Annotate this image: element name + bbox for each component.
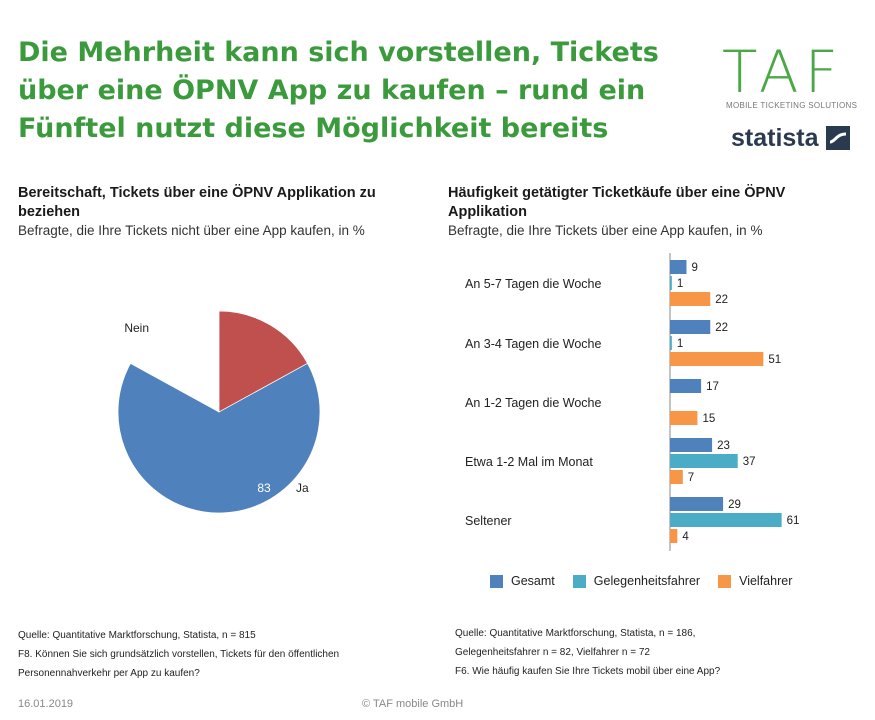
bar-data-label-gesamt: 23 <box>717 440 730 452</box>
bar-data-label-gesamt: 22 <box>715 322 728 334</box>
legend-swatch-vielfahrer <box>718 574 732 588</box>
pie-value-label-ja: 83 <box>257 481 271 495</box>
page-headline: Die Mehrheit kann sich vorstellen, Ticke… <box>18 34 698 148</box>
footer-date: 16.01.2019 <box>18 698 74 710</box>
legend-swatch-gelegenheitsfahrer <box>572 574 586 588</box>
bar-category-label: Seltener <box>465 514 512 528</box>
bar-vielfahrer <box>670 292 711 306</box>
bar-data-label-vielfahrer: 7 <box>688 472 694 484</box>
bar-data-label-gesamt: 17 <box>706 381 719 393</box>
headline-line-3: Fünftel nutzt diese Möglichkeit bereits <box>18 113 609 144</box>
bar-chart-source-note: Quelle: Quantitative Marktforschung, Sta… <box>455 624 720 681</box>
bar-data-label-vielfahrer: 51 <box>768 354 781 366</box>
bar-data-label-gelegenheitsfahrer: 61 <box>787 515 800 527</box>
bar-source-line-2: Gelegenheitsfahrer n = 82, Vielfahrer n … <box>455 647 650 658</box>
bar-data-label-vielfahrer: 22 <box>715 294 728 306</box>
legend-item-gelegenheitsfahrer: Gelegenheitsfahrer <box>572 574 701 588</box>
taf-logo-tagline: MOBILE TICKETING SOLUTIONS <box>726 101 858 110</box>
pie-chart-title: Bereitschaft, Tickets über eine ÖPNV App… <box>18 185 376 220</box>
bar-vielfahrer <box>670 352 764 366</box>
legend-label-gelegenheitsfahrer: Gelegenheitsfahrer <box>593 574 701 588</box>
bar-data-label-gelegenheitsfahrer: 1 <box>677 338 683 350</box>
bar-category-label: An 5-7 Tagen die Woche <box>465 277 601 291</box>
headline-line-2: über eine ÖPNV App zu kaufen – rund ein <box>18 75 646 106</box>
taf-logo: TAF <box>722 38 844 106</box>
bar-category-label: Etwa 1-2 Mal im Monat <box>465 455 593 469</box>
legend-item-gesamt: Gesamt <box>490 574 555 588</box>
statista-logo: statista <box>731 124 819 152</box>
bar-gesamt <box>670 497 724 511</box>
statista-logo-mark-icon <box>826 126 850 150</box>
legend-label-vielfahrer: Vielfahrer <box>739 574 793 588</box>
pie-chart-subtitle: Befragte, die Ihre Tickets nicht über ei… <box>18 223 365 238</box>
bar-gesamt <box>670 320 711 334</box>
bar-gesamt <box>670 438 713 452</box>
headline-line-1: Die Mehrheit kann sich vorstellen, Ticke… <box>18 37 659 68</box>
bar-data-label-vielfahrer: 4 <box>682 531 689 543</box>
bar-data-label-gesamt: 29 <box>728 499 741 511</box>
pie-category-label-nein: Nein <box>124 321 149 335</box>
pie-slice-nein <box>218 310 309 413</box>
pie-value-label-nein: 17 <box>167 330 181 344</box>
footer-copyright: © TAF mobile GmbH <box>362 698 464 710</box>
pie-chart-source-note: Quelle: Quantitative Marktforschung, Sta… <box>18 626 339 683</box>
bar-category-label: An 1-2 Tagen die Woche <box>465 396 601 410</box>
pie-source-line-2: F8. Können Sie sich grundsätzlich vorste… <box>18 649 340 660</box>
bar-gelegenheitsfahrer <box>670 513 782 527</box>
bar-chart-subtitle: Befragte, die Ihre Tickets über eine App… <box>448 223 763 238</box>
bar-source-line-1: Quelle: Quantitative Marktforschung, Sta… <box>455 628 696 639</box>
bar-gesamt <box>670 379 702 393</box>
bar-data-label-vielfahrer: 15 <box>702 413 715 425</box>
legend-label-gesamt: Gesamt <box>511 574 555 588</box>
legend-item-vielfahrer: Vielfahrer <box>718 574 792 588</box>
pie-source-line-3: Personennahverkehr per App zu kaufen? <box>18 668 200 679</box>
bar-data-label-gelegenheitsfahrer: 1 <box>677 278 683 290</box>
pie-source-line-1: Quelle: Quantitative Marktforschung, Sta… <box>18 630 256 641</box>
bar-gelegenheitsfahrer <box>670 336 672 350</box>
bar-chart-title: Häufigkeit getätigter Ticketkäufe über e… <box>448 185 786 220</box>
bar-data-label-gesamt: 9 <box>691 262 697 274</box>
bar-data-label-gelegenheitsfahrer: 37 <box>743 456 756 468</box>
bar-category-label: An 3-4 Tagen die Woche <box>465 337 601 351</box>
bar-vielfahrer <box>670 470 683 484</box>
bar-gesamt <box>670 260 687 274</box>
bar-gelegenheitsfahrer <box>670 276 672 290</box>
legend-swatch-gesamt <box>490 574 503 588</box>
bar-chart-legend: Gesamt Gelegenheitsfahrer Vielfahrer <box>490 574 810 588</box>
bar-vielfahrer <box>670 529 678 543</box>
bar-vielfahrer <box>670 411 698 425</box>
bar-gelegenheitsfahrer <box>670 454 738 468</box>
bar-source-line-3: F6. Wie häufig kaufen Sie Ihre Tickets m… <box>455 666 721 677</box>
pie-category-label-ja: Ja <box>296 481 309 495</box>
